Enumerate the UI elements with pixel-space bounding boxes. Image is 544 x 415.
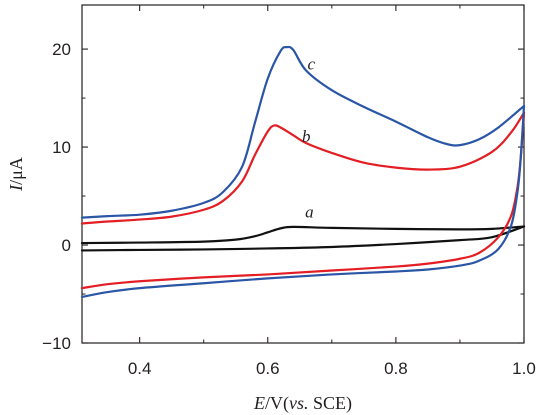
- y-tick-label: 10: [52, 138, 71, 157]
- series-a-reverse-scan: [80, 225, 526, 252]
- series-a-forward-scan: [80, 225, 526, 245]
- x-axis-title-vs: vs.: [289, 393, 309, 413]
- curves: [80, 45, 526, 299]
- axis-ticks: 0.4 0.6 0.8 1.0 −10 0 10 20: [42, 5, 536, 378]
- x-tick-label: 0.6: [256, 359, 280, 378]
- x-tick-label: 0.4: [128, 359, 152, 378]
- curve-label-a: a: [305, 203, 314, 222]
- curve-labels: c b a: [302, 55, 316, 222]
- x-axis-title-ref: SCE): [308, 393, 352, 414]
- x-tick-label: 0.8: [384, 359, 408, 378]
- series-c-reverse-scan: [80, 104, 526, 299]
- x-axis-title-symbol: E: [253, 393, 265, 413]
- y-tick-label: 0: [62, 236, 71, 255]
- x-axis-title-unit: /V(: [265, 393, 289, 414]
- curve-label-c: c: [308, 55, 316, 74]
- series-b-forward-scan: [80, 111, 526, 225]
- series-c-forward-scan: [80, 45, 526, 219]
- y-axis-title: I/μA: [6, 157, 26, 192]
- plot-frame: [81, 4, 525, 344]
- y-tick-label: 20: [52, 40, 71, 59]
- y-axis-title-unit: /μA: [6, 157, 26, 185]
- x-tick-label: 1.0: [512, 359, 536, 378]
- y-axis-title-symbol: I: [6, 184, 26, 192]
- x-axis-title: E/V(vs. SCE): [253, 393, 352, 414]
- curve-label-b: b: [302, 127, 311, 146]
- y-tick-label: −10: [42, 334, 71, 353]
